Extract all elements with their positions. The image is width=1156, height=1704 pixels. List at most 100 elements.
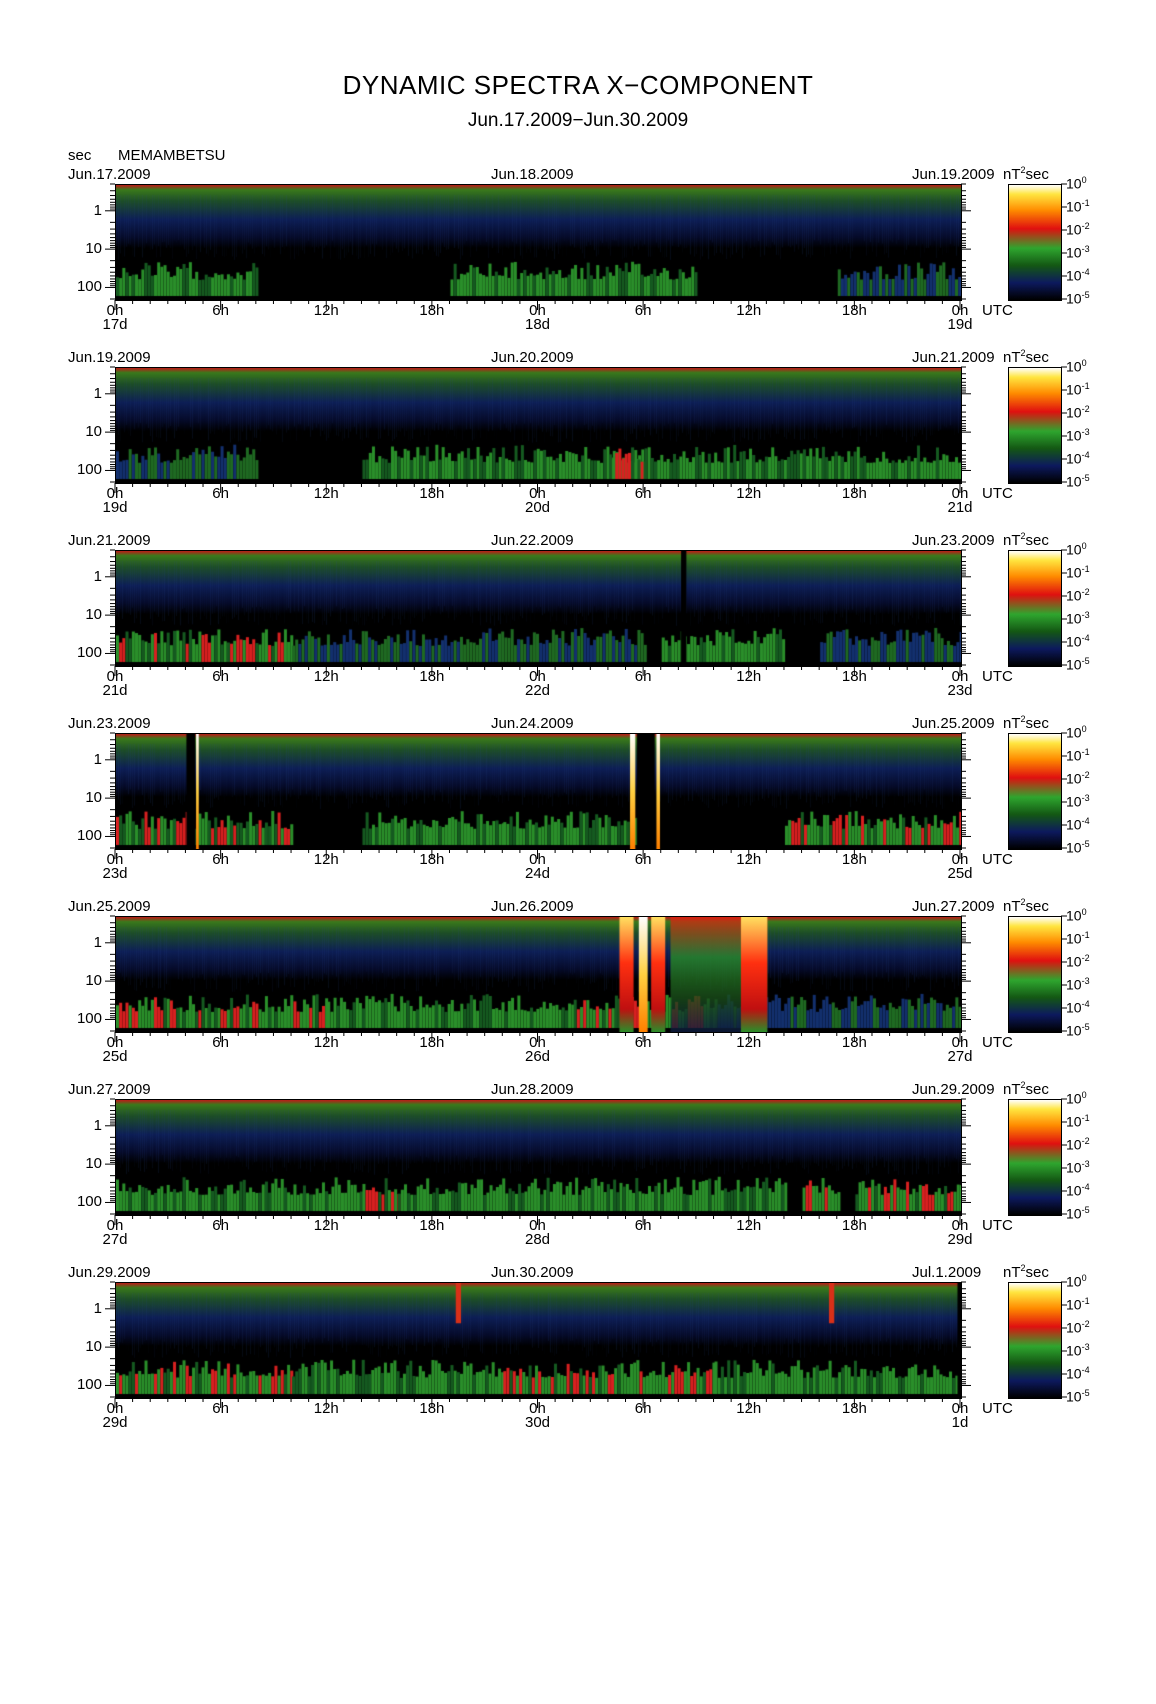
spectrogram-panel: Jun.19.2009 Jun.20.2009 Jun.21.2009 nT2sec 1… xyxy=(0,348,1156,534)
x-tick-label: 0h xyxy=(951,1217,969,1234)
x-tick-label: 18h xyxy=(419,1034,445,1051)
colorbar-tick-label: 10-3 xyxy=(1066,427,1090,444)
y-tick-label: 1 xyxy=(93,201,102,219)
panel-start-date: Jun.25.2009 xyxy=(68,898,151,915)
panel-start-date: Jun.29.2009 xyxy=(68,1264,151,1281)
utc-label: UTC xyxy=(982,668,1013,685)
colorbar-tick-label: 10-2 xyxy=(1066,587,1090,604)
colorbar-tick-label: 100 xyxy=(1066,1090,1087,1107)
spectrogram-plot xyxy=(115,916,962,1033)
x-tick-label: 12h xyxy=(313,668,339,685)
x-tick-label: 18h xyxy=(841,1400,867,1417)
colorbar-tick-label: 10-1 xyxy=(1066,930,1090,947)
color-unit-label: nT2sec xyxy=(1003,1080,1049,1098)
colorbar-gradient xyxy=(1009,917,1061,1032)
y-tick-label: 10 xyxy=(85,1338,102,1356)
colorbar-tick-label: 100 xyxy=(1066,907,1087,924)
x-tick-label: 6h xyxy=(212,851,229,868)
utc-label: UTC xyxy=(982,851,1013,868)
panel-start-date: Jun.17.2009 xyxy=(68,166,151,183)
colorbar-tick-label: 10-2 xyxy=(1066,404,1090,421)
color-unit-label: nT2sec xyxy=(1003,531,1049,549)
x-tick-label: 12h xyxy=(313,1217,339,1234)
x-day-label: 21d xyxy=(102,682,128,699)
utc-label: UTC xyxy=(982,1400,1013,1417)
y-tick-label: 10 xyxy=(85,789,102,807)
x-tick-label: 18h xyxy=(841,1034,867,1051)
spectrogram-plot xyxy=(115,550,962,667)
colorbar-tick-label: 10-1 xyxy=(1066,381,1090,398)
x-tick-label: 6h xyxy=(634,1217,652,1234)
y-tick-label: 100 xyxy=(76,1193,102,1211)
colorbar-tick-label: 10-3 xyxy=(1066,610,1090,627)
x-tick-label: 12h xyxy=(736,668,762,685)
spectrogram-heatmap xyxy=(116,734,961,849)
spectrogram-heatmap xyxy=(116,185,961,300)
colorbar-tick-label: 10-4 xyxy=(1066,267,1090,284)
colorbar-tick-label: 10-2 xyxy=(1066,770,1090,787)
utc-label: UTC xyxy=(982,1034,1013,1051)
spectrogram-heatmap xyxy=(116,1283,961,1398)
colorbar-tick-label: 100 xyxy=(1066,1273,1087,1290)
colorbar-tick-label: 10-1 xyxy=(1066,1113,1090,1130)
x-tick-label: 18h xyxy=(419,1400,445,1417)
y-tick-label: 100 xyxy=(76,827,102,845)
x-day-label: 23d xyxy=(102,865,128,882)
colorbar-tick-label: 100 xyxy=(1066,358,1087,375)
spectrogram-panel: Jun.17.2009 Jun.18.2009 Jun.19.2009 nT2sec 1… xyxy=(0,165,1156,351)
x-day-label: 25d xyxy=(947,865,973,882)
spectrogram-plot xyxy=(115,184,962,301)
panel-mid-date: Jun.18.2009 xyxy=(491,166,574,183)
y-tick-label: 10 xyxy=(85,606,102,624)
panel-mid-date: Jun.20.2009 xyxy=(491,349,574,366)
x-tick-label: 0h xyxy=(529,302,546,319)
x-day-label: 22d xyxy=(524,682,551,699)
x-tick-label: 6h xyxy=(212,485,229,502)
colorbar-tick-label: 10-1 xyxy=(1066,564,1090,581)
x-tick-label: 18h xyxy=(419,1217,445,1234)
x-tick-label: 6h xyxy=(212,1217,229,1234)
y-tick-label: 1 xyxy=(93,750,102,768)
color-unit-label: nT2sec xyxy=(1003,348,1049,366)
colorbar-tick-label: 10-5 xyxy=(1066,1388,1090,1405)
x-day-label: 27d xyxy=(947,1048,973,1065)
colorbar-tick-label: 10-3 xyxy=(1066,793,1090,810)
colorbar-gradient xyxy=(1009,1100,1061,1215)
spectrogram-panel: Jun.27.2009 Jun.28.2009 Jun.29.2009 nT2sec 1… xyxy=(0,1080,1156,1266)
colorbar-gradient xyxy=(1009,1283,1061,1398)
colorbar-tick-label: 10-1 xyxy=(1066,198,1090,215)
spectrogram-plot xyxy=(115,1282,962,1399)
colorbar-tick-label: 10-2 xyxy=(1066,221,1090,238)
panel-end-date: Jun.19.2009 xyxy=(912,166,995,183)
x-tick-label: 6h xyxy=(212,1400,229,1417)
colorbar-tick-label: 10-3 xyxy=(1066,244,1090,261)
colorbar xyxy=(1008,367,1062,484)
panel-start-date: Jun.19.2009 xyxy=(68,349,151,366)
x-tick-label: 18h xyxy=(419,668,445,685)
y-tick-label: 10 xyxy=(85,240,102,258)
x-day-label: 18d xyxy=(524,316,551,333)
utc-label: UTC xyxy=(982,485,1013,502)
x-tick-label: 12h xyxy=(736,485,762,502)
x-tick-label: 12h xyxy=(313,1034,339,1051)
colorbar-tick-label: 10-4 xyxy=(1066,816,1090,833)
y-tick-label: 100 xyxy=(76,1376,102,1394)
colorbar xyxy=(1008,184,1062,301)
x-tick-label: 0h xyxy=(529,1034,546,1051)
panel-mid-date: Jun.22.2009 xyxy=(491,532,574,549)
panel-mid-date: Jun.24.2009 xyxy=(491,715,574,732)
x-day-label: 17d xyxy=(102,316,128,333)
colorbar xyxy=(1008,550,1062,667)
colorbar-tick-label: 10-3 xyxy=(1066,976,1090,993)
panel-end-date: Jun.21.2009 xyxy=(912,349,995,366)
y-tick-label: 100 xyxy=(76,644,102,662)
colorbar-tick-label: 100 xyxy=(1066,541,1087,558)
panel-end-date: Jun.29.2009 xyxy=(912,1081,995,1098)
y-tick-label: 1 xyxy=(93,567,102,585)
color-unit-label: nT2sec xyxy=(1003,165,1049,183)
y-tick-label: 100 xyxy=(76,461,102,479)
colorbar-tick-label: 10-3 xyxy=(1066,1159,1090,1176)
y-tick-label: 1 xyxy=(93,933,102,951)
x-tick-label: 0h xyxy=(106,851,124,868)
colorbar-tick-label: 10-5 xyxy=(1066,1022,1090,1039)
